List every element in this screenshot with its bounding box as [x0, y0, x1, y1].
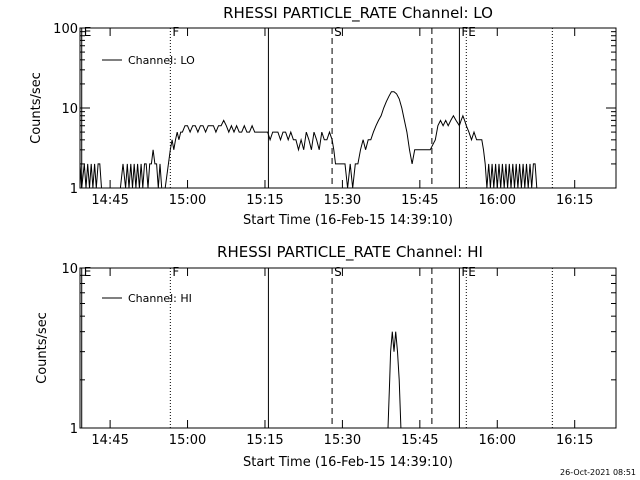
marker-label: E: [468, 265, 476, 279]
marker-label: S: [334, 25, 342, 39]
y-tick-label: 1: [70, 182, 78, 197]
x-tick-label: 16:15: [556, 193, 593, 208]
x-tick-label: 16:00: [479, 193, 516, 208]
marker-label: E: [84, 265, 92, 279]
panel-hi: RHESSI PARTICLE_RATE Channel: HI Start T…: [35, 243, 617, 470]
plot-frame: [79, 267, 617, 429]
chart-title: RHESSI PARTICLE_RATE Channel: LO: [223, 4, 493, 23]
y-tick-group: 1 10: [61, 262, 616, 437]
marker-label: S: [334, 265, 342, 279]
series-line: [387, 331, 402, 429]
y-axis-label: Counts/sec: [35, 312, 50, 384]
x-tick-label: 16:00: [479, 433, 516, 448]
marker-label: F: [461, 265, 468, 279]
y-tick-label: 10: [61, 102, 78, 117]
legend: Channel: HI: [102, 292, 192, 305]
footer-timestamp: 26-Oct-2021 08:51: [560, 468, 636, 477]
x-tick-group: 14:45 15:00 15:15 15:30 15:45 16:00 16:15: [91, 28, 593, 208]
x-tick-label: 15:15: [246, 433, 283, 448]
marker-label: F: [172, 25, 179, 39]
series-line: [79, 91, 538, 189]
x-tick-label: 15:15: [246, 193, 283, 208]
x-axis-label: Start Time (16-Feb-15 14:39:10): [243, 213, 453, 228]
marker-label: E: [468, 25, 476, 39]
x-tick-label: 15:00: [169, 433, 206, 448]
y-tick-label: 1: [70, 422, 78, 437]
chart-title: RHESSI PARTICLE_RATE Channel: HI: [217, 243, 483, 262]
y-axis-label: Counts/sec: [29, 72, 44, 144]
y-tick-label: 100: [53, 22, 78, 37]
marker-label: F: [461, 25, 468, 39]
x-tick-label: 15:45: [401, 193, 438, 208]
series-group: [387, 331, 402, 429]
series-group: [79, 91, 538, 189]
x-tick-group: 14:45 15:00 15:15 15:30 15:45 16:00 16:15: [91, 268, 593, 448]
y-tick-label: 10: [61, 262, 78, 277]
panel-lo: RHESSI PARTICLE_RATE Channel: LO Start T…: [29, 4, 617, 228]
y-tick-group: 1 10 100: [53, 22, 616, 197]
x-tick-label: 15:30: [324, 193, 361, 208]
x-tick-label: 14:45: [91, 193, 128, 208]
x-tick-label: 15:00: [169, 193, 206, 208]
legend: Channel: LO: [102, 54, 195, 67]
x-tick-label: 15:30: [324, 433, 361, 448]
legend-entry: Channel: LO: [128, 54, 195, 67]
marker-label: E: [84, 25, 92, 39]
x-tick-label: 14:45: [91, 433, 128, 448]
legend-entry: Channel: HI: [128, 292, 192, 305]
x-tick-label: 15:45: [401, 433, 438, 448]
x-tick-label: 16:15: [556, 433, 593, 448]
marker-label: F: [172, 265, 179, 279]
x-axis-label: Start Time (16-Feb-15 14:39:10): [243, 455, 453, 470]
